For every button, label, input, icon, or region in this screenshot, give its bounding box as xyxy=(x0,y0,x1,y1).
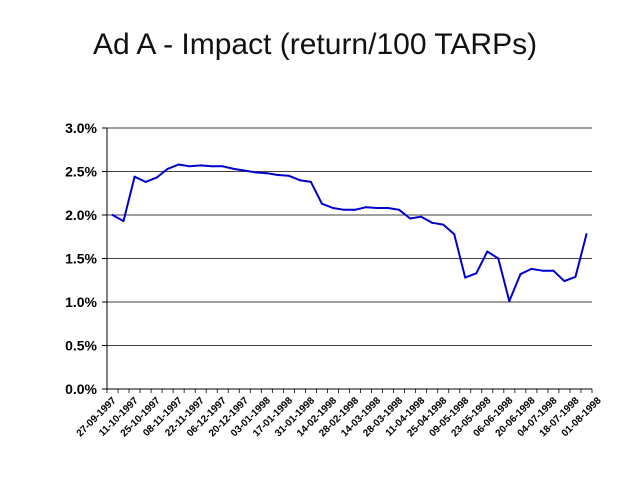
data-point xyxy=(133,175,136,178)
data-point xyxy=(431,221,434,224)
data-point xyxy=(122,220,125,223)
data-point xyxy=(354,208,357,211)
data-point xyxy=(574,275,577,278)
data-point xyxy=(563,280,566,283)
data-point xyxy=(387,207,390,210)
y-tick-label: 1.0% xyxy=(65,294,97,310)
y-tick-label: 2.0% xyxy=(65,207,97,223)
data-point xyxy=(254,171,257,174)
data-point xyxy=(486,250,489,253)
y-tick-label: 3.0% xyxy=(65,120,97,136)
data-point xyxy=(166,167,169,170)
data-point xyxy=(320,202,323,205)
data-point xyxy=(243,169,246,172)
data-point xyxy=(453,233,456,236)
data-point xyxy=(365,206,368,209)
data-point xyxy=(155,176,158,179)
axis-layer xyxy=(102,127,593,393)
data-point xyxy=(497,257,500,260)
series-layer xyxy=(111,163,588,303)
data-point xyxy=(111,214,114,216)
data-point xyxy=(287,174,290,177)
data-point xyxy=(585,233,588,236)
y-tick-label: 1.5% xyxy=(65,251,97,267)
data-point xyxy=(265,172,268,175)
y-tick-labels: 0.0% 0.5% 1.0% 1.5% 2.0% 2.5% 3.0% xyxy=(65,120,97,397)
data-point xyxy=(376,207,379,210)
data-point xyxy=(409,217,412,220)
data-point xyxy=(475,272,478,275)
data-point xyxy=(298,179,301,182)
data-point xyxy=(508,300,511,303)
data-point xyxy=(331,207,334,210)
x-tick-labels: 27-09-199711-10-199725-10-199708-11-1997… xyxy=(75,395,604,439)
series-line xyxy=(112,163,588,303)
data-point xyxy=(398,208,401,211)
data-point xyxy=(541,269,544,272)
data-point xyxy=(144,180,147,183)
data-point xyxy=(232,167,235,170)
slide-title: Ad A - Impact (return/100 TARPs) xyxy=(93,28,538,61)
data-point xyxy=(342,208,345,211)
data-point xyxy=(199,164,202,167)
data-point xyxy=(221,165,224,168)
data-point xyxy=(309,180,312,183)
data-point xyxy=(188,165,191,168)
data-point xyxy=(464,276,467,279)
data-point xyxy=(420,215,423,218)
data-point xyxy=(177,163,180,166)
y-tick-label: 0.5% xyxy=(65,338,97,354)
y-tick-label: 2.5% xyxy=(65,164,97,180)
grid-layer xyxy=(107,127,592,346)
data-point xyxy=(530,267,533,270)
y-tick-label: 0.0% xyxy=(65,381,97,397)
data-point xyxy=(276,173,279,176)
data-point xyxy=(519,273,522,276)
data-point xyxy=(442,223,445,226)
data-point xyxy=(552,269,555,272)
data-point xyxy=(210,165,213,168)
